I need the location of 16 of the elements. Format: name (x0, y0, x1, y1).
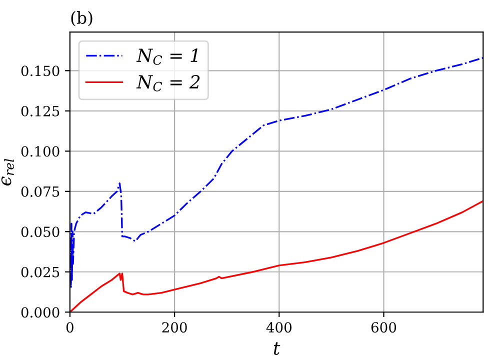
y-axis-title: ϵ$_{rel}$ (1, 158, 14, 186)
x-tick-label: 400 (266, 322, 292, 333)
x-tick-label: 200 (162, 322, 187, 333)
y-tick-label: 0.000 (21, 307, 60, 318)
y-tick-label: 0.125 (21, 106, 60, 116)
y-tick-label: 0.100 (21, 146, 60, 157)
legend-label: N$_{C}$ = 2 (136, 74, 200, 92)
y-tick-label: 0.150 (21, 66, 60, 76)
y-tick-label: 0.050 (21, 226, 60, 238)
y-tick-label: 0.075 (21, 186, 60, 197)
x-tick-label: 0 (66, 322, 74, 333)
chart-title: (b) (71, 11, 92, 26)
y-tick-label: 0.025 (21, 266, 60, 278)
x-tick-label: 600 (371, 322, 396, 333)
legend-label: N$_{C}$ = 1 (136, 48, 198, 65)
x-axis-title: t (274, 342, 280, 355)
